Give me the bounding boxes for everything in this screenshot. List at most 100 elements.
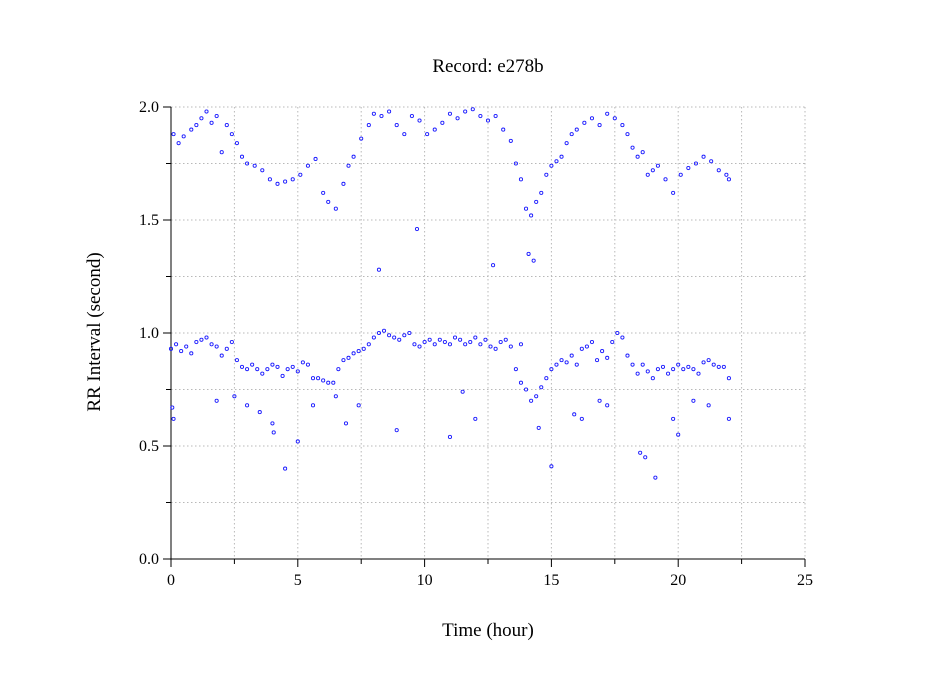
data-point xyxy=(184,344,189,349)
data-point xyxy=(209,342,214,347)
data-point xyxy=(252,163,257,168)
data-point xyxy=(387,333,392,338)
data-point xyxy=(564,141,569,146)
data-point xyxy=(709,159,714,164)
data-point xyxy=(181,134,186,139)
data-point xyxy=(189,127,194,132)
data-point xyxy=(589,339,595,345)
data-point xyxy=(361,346,366,351)
data-point xyxy=(455,116,460,121)
data-point xyxy=(275,181,280,186)
data-point xyxy=(666,371,671,376)
data-point xyxy=(275,364,280,369)
data-point xyxy=(655,163,660,168)
data-point xyxy=(640,150,645,155)
data-point xyxy=(701,360,706,365)
data-point xyxy=(271,430,276,435)
data-point xyxy=(440,120,445,125)
data-point xyxy=(572,412,577,417)
data-point xyxy=(336,367,341,372)
data-point xyxy=(569,132,574,137)
data-point xyxy=(726,416,731,421)
data-point xyxy=(239,154,245,159)
data-point xyxy=(579,416,584,421)
data-point xyxy=(366,123,371,128)
data-point xyxy=(676,432,681,437)
data-point xyxy=(437,337,442,342)
data-point xyxy=(549,163,554,168)
data-point xyxy=(701,154,706,159)
data-point xyxy=(579,346,584,351)
data-point xyxy=(676,362,681,367)
data-point xyxy=(491,263,496,268)
data-point xyxy=(356,403,361,408)
data-point xyxy=(432,127,437,132)
data-point xyxy=(402,333,407,338)
data-point xyxy=(686,165,691,171)
data-point xyxy=(245,403,250,408)
data-point xyxy=(295,369,300,374)
y-tick-label: 0.5 xyxy=(139,438,159,455)
data-point xyxy=(346,163,351,168)
data-point xyxy=(176,141,181,146)
data-point xyxy=(414,226,420,232)
data-point xyxy=(597,398,602,403)
data-point xyxy=(219,150,224,155)
data-point xyxy=(409,113,414,119)
data-point xyxy=(534,394,539,399)
data-point xyxy=(625,353,630,358)
data-point xyxy=(194,339,199,345)
data-point xyxy=(531,258,536,263)
data-point xyxy=(706,358,711,363)
y-tick-label: 1.5 xyxy=(139,212,159,229)
data-point xyxy=(310,376,316,381)
data-point xyxy=(189,351,194,356)
data-point xyxy=(518,177,524,182)
data-point xyxy=(371,335,376,340)
data-point xyxy=(224,123,229,128)
data-point xyxy=(214,344,219,349)
data-point xyxy=(427,337,432,342)
data-point xyxy=(468,339,473,345)
data-point xyxy=(219,353,224,358)
data-point xyxy=(529,213,534,218)
data-point xyxy=(199,337,204,342)
data-point xyxy=(458,337,463,342)
data-point xyxy=(333,206,338,211)
data-point xyxy=(171,132,176,137)
data-point xyxy=(518,380,524,385)
data-point xyxy=(564,360,569,365)
data-point xyxy=(305,163,310,168)
data-point xyxy=(691,398,696,403)
data-point xyxy=(663,177,668,182)
data-point xyxy=(612,116,617,121)
data-point xyxy=(526,251,531,256)
y-axis-label: RR Interval (second) xyxy=(84,252,105,411)
data-point xyxy=(470,107,475,112)
data-point xyxy=(270,421,275,426)
data-point xyxy=(508,138,513,143)
data-point xyxy=(310,403,316,408)
data-point xyxy=(174,342,179,347)
data-point xyxy=(346,355,351,360)
data-point xyxy=(341,358,346,363)
data-point xyxy=(267,177,272,182)
data-point xyxy=(574,362,579,367)
data-point xyxy=(376,267,382,272)
data-point xyxy=(298,172,303,177)
data-point xyxy=(600,349,605,354)
data-point xyxy=(295,439,300,444)
data-point xyxy=(199,116,204,121)
data-point xyxy=(696,371,701,376)
data-point xyxy=(643,455,648,460)
data-point xyxy=(326,199,331,204)
data-point xyxy=(485,118,491,123)
data-point xyxy=(493,113,498,119)
data-point xyxy=(635,154,640,159)
data-point xyxy=(343,421,349,426)
data-point xyxy=(501,127,506,132)
data-point xyxy=(660,364,666,369)
data-point xyxy=(523,387,529,392)
